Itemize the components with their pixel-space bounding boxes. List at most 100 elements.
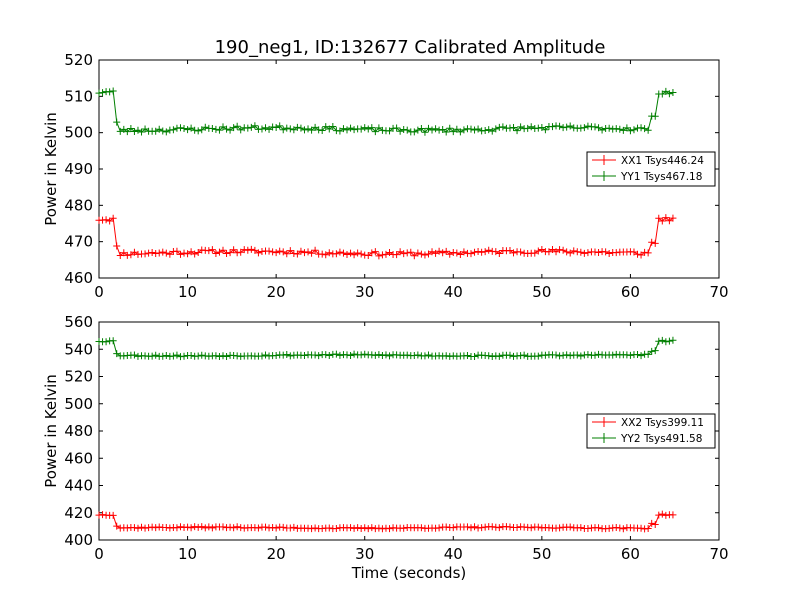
top-series-1-point: [375, 124, 383, 132]
top-series-1-point: [598, 126, 606, 134]
bottom-y-tick-label: 500: [64, 395, 93, 413]
bottom-series-0-point: [230, 524, 238, 532]
top-series-0-point: [145, 249, 153, 257]
top-series-1-point: [293, 123, 301, 131]
top-series-1-point: [247, 123, 255, 131]
top-series-1-point: [563, 123, 571, 131]
top-series-0-point: [304, 248, 312, 256]
bottom-series-1-point: [573, 351, 581, 359]
bottom-series-1-point: [322, 351, 330, 359]
top-series-1-point: [513, 127, 521, 135]
top-series-1-point: [191, 126, 199, 134]
bottom-x-tick-label: 40: [444, 545, 463, 563]
bottom-series-1-point: [148, 352, 156, 360]
bottom-y-tick-label: 480: [64, 422, 93, 440]
bottom-axis-ticks: 0 10 20 30 40 50 60 70 400 420 440 460 480 500 520 540 5…: [64, 313, 728, 563]
top-series-1-point: [176, 124, 184, 132]
bottom-series-1-point: [669, 336, 677, 344]
bottom-plot-panel: 0 10 20 30 40 50 60 70 400 420 440 460 480 500 520 540 5…: [42, 313, 729, 582]
bottom-series-0-point: [99, 511, 107, 519]
top-series-0-point: [116, 252, 124, 260]
top-series-0-point: [272, 249, 280, 257]
bottom-y-axis-label: Power in Kelvin: [42, 374, 60, 488]
top-series-1-point: [371, 128, 379, 136]
bottom-series-1-point: [414, 351, 422, 359]
top-series-1-point: [435, 126, 443, 134]
bottom-series-0-point: [361, 524, 369, 532]
top-series-1-point: [651, 112, 659, 120]
top-series-1-point: [386, 127, 394, 135]
bottom-series-1-point: [485, 352, 493, 360]
top-series-0-point: [421, 251, 429, 259]
bottom-series-1-point: [162, 352, 170, 360]
top-series-0-point: [184, 250, 192, 258]
top-series-1-point: [527, 123, 535, 131]
top-series-1-point: [180, 125, 188, 133]
top-series-0-point: [240, 246, 248, 254]
top-y-tick-label: 480: [64, 196, 93, 214]
top-series-0-point: [386, 249, 394, 257]
top-series-0-point: [336, 248, 344, 256]
top-series-1-point: [662, 87, 670, 95]
bottom-series-1-point: [556, 352, 564, 360]
plus-marker-icon: [599, 155, 609, 165]
top-plot-panel: 0 10 20 30 40 50 60 70 460 470 480 490 500 510 520 Pow…: [42, 51, 729, 301]
bottom-y-tick-label: 440: [64, 477, 93, 495]
bottom-series-1-point: [347, 351, 355, 359]
top-series-1-point: [194, 127, 202, 135]
bottom-series-0-point: [130, 524, 138, 532]
bottom-series-0-point: [368, 524, 376, 532]
top-series-1-point: [251, 122, 259, 130]
bottom-series-0-point: [637, 524, 645, 532]
top-series-1-point: [347, 124, 355, 132]
bottom-series-0-point: [123, 524, 131, 532]
bottom-series-1-point: [361, 350, 369, 358]
top-series-1-point: [580, 124, 588, 132]
top-series-1-point: [485, 126, 493, 134]
top-series-0-point: [127, 251, 135, 259]
top-series-1-point: [357, 125, 365, 133]
top-y-tick-label: 490: [64, 160, 93, 178]
top-series-0-point: [442, 247, 450, 255]
top-legend-label-yy1: YY1 Tsys467.18: [620, 171, 702, 183]
top-series-0-point: [347, 249, 355, 257]
top-series-1-point: [300, 126, 308, 134]
top-series-0-point: [531, 249, 539, 257]
top-series-0-point: [155, 249, 163, 257]
top-series-0-point: [237, 248, 245, 256]
top-y-tick-label: 520: [64, 51, 93, 69]
bottom-series-0-point: [357, 525, 365, 533]
top-series-0-point: [428, 248, 436, 256]
bottom-series-1-point: [272, 352, 280, 360]
bottom-series-1-point: [368, 351, 376, 359]
top-series-0-point: [194, 249, 202, 257]
top-series-0-point: [339, 249, 347, 257]
bottom-series-0-point: [138, 523, 146, 531]
top-series-0-point: [354, 249, 362, 257]
top-series-1-point: [556, 122, 564, 130]
top-series-0-point: [665, 217, 673, 225]
bottom-series-1-point: [424, 351, 432, 359]
top-series-0-point: [573, 248, 581, 256]
top-series-0-point: [109, 214, 117, 222]
top-series-0-point: [265, 247, 273, 255]
top-series-1-point: [453, 125, 461, 133]
top-series-1-point: [127, 125, 135, 133]
top-series-0-point: [371, 248, 379, 256]
top-series-0-point: [212, 250, 220, 258]
bottom-series-0-point: [605, 524, 613, 532]
top-series-0-point: [506, 247, 514, 255]
top-series-1-point: [106, 88, 114, 96]
top-series-0-point: [130, 248, 138, 256]
bottom-series-1-point: [134, 352, 142, 360]
top-y-tick-label: 470: [64, 233, 93, 251]
bottom-series-0-point: [449, 524, 457, 532]
top-series-1-point: [449, 128, 457, 136]
bottom-series-1-point: [559, 351, 567, 359]
bottom-y-tick-label: 400: [64, 531, 93, 549]
top-series-0-point: [651, 239, 659, 247]
plus-marker-icon: [599, 433, 609, 443]
top-series-1-point: [432, 125, 440, 133]
top-series-1-point: [442, 128, 450, 136]
bottom-series-1-point: [623, 351, 631, 359]
